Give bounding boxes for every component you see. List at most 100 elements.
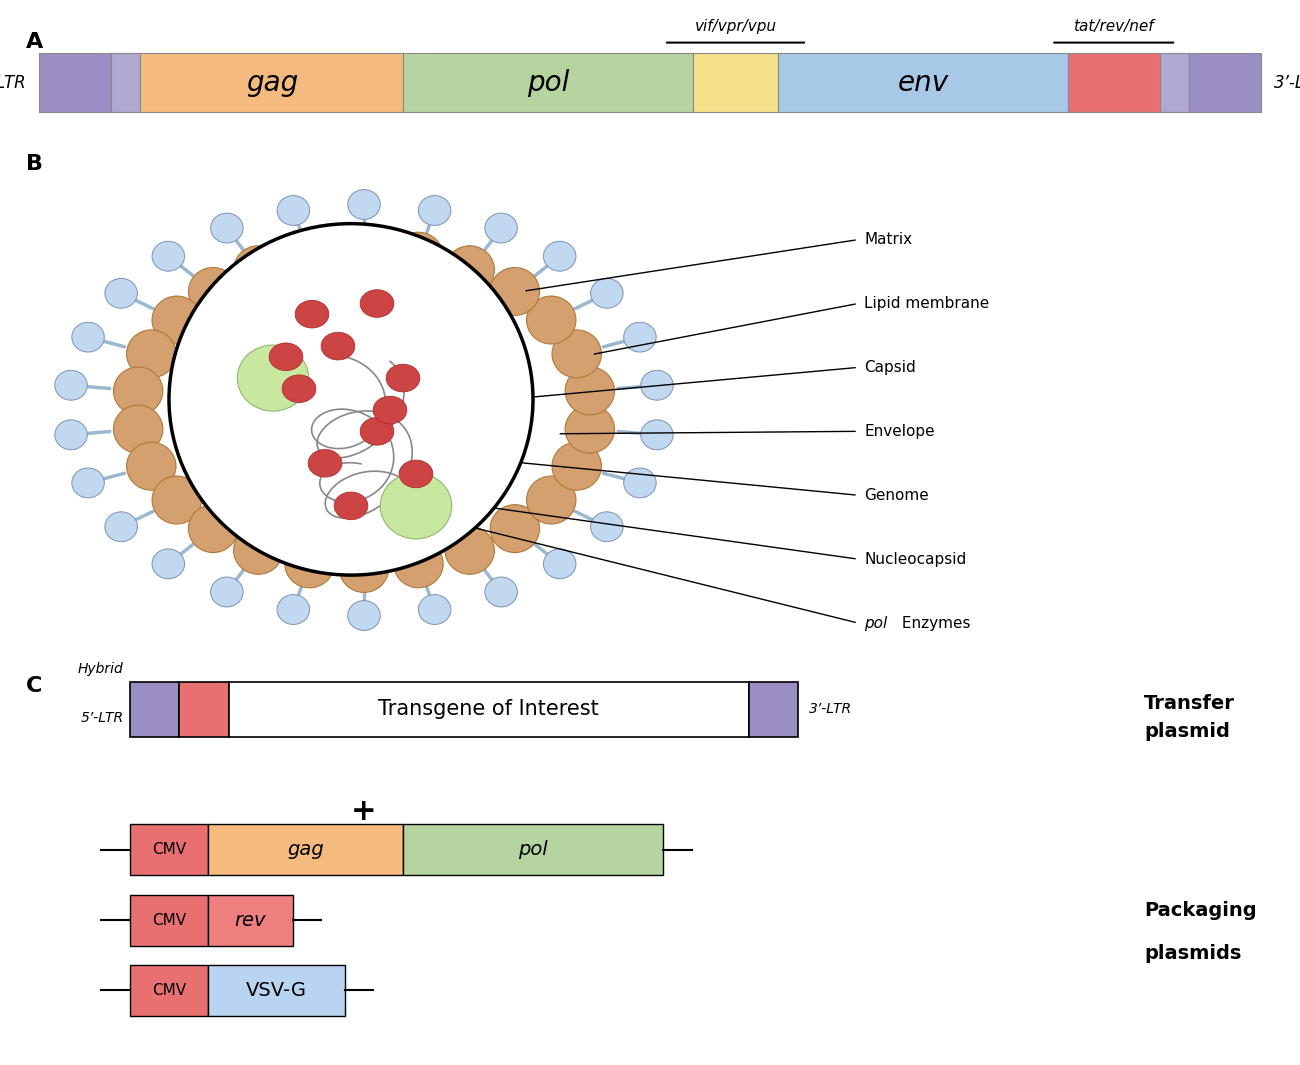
Circle shape bbox=[321, 332, 355, 360]
Ellipse shape bbox=[285, 540, 334, 588]
Ellipse shape bbox=[445, 246, 494, 294]
Text: gag: gag bbox=[287, 840, 324, 859]
Ellipse shape bbox=[552, 442, 602, 490]
Text: 3’-LTR: 3’-LTR bbox=[809, 702, 852, 717]
Ellipse shape bbox=[188, 505, 238, 553]
Ellipse shape bbox=[543, 548, 576, 578]
Text: Matrix: Matrix bbox=[864, 232, 913, 247]
Text: 5’-LTR: 5’-LTR bbox=[0, 73, 26, 92]
FancyBboxPatch shape bbox=[130, 895, 208, 946]
Text: Hybrid: Hybrid bbox=[78, 662, 124, 676]
FancyBboxPatch shape bbox=[39, 53, 112, 112]
FancyBboxPatch shape bbox=[403, 824, 663, 875]
FancyBboxPatch shape bbox=[693, 53, 779, 112]
Ellipse shape bbox=[211, 577, 243, 607]
Ellipse shape bbox=[552, 330, 602, 378]
Ellipse shape bbox=[590, 278, 623, 308]
Ellipse shape bbox=[152, 548, 185, 578]
Text: 5’-LTR: 5’-LTR bbox=[81, 710, 124, 724]
Ellipse shape bbox=[188, 267, 238, 315]
Ellipse shape bbox=[277, 196, 309, 226]
Text: gag: gag bbox=[246, 68, 298, 97]
Ellipse shape bbox=[380, 473, 452, 539]
Text: pol: pol bbox=[526, 68, 569, 97]
Circle shape bbox=[360, 417, 394, 445]
FancyBboxPatch shape bbox=[130, 682, 179, 737]
FancyBboxPatch shape bbox=[179, 682, 229, 737]
Ellipse shape bbox=[105, 512, 138, 542]
Text: tat/rev/nef: tat/rev/nef bbox=[1074, 19, 1154, 34]
Ellipse shape bbox=[445, 526, 494, 574]
Ellipse shape bbox=[72, 468, 104, 497]
FancyBboxPatch shape bbox=[779, 53, 1067, 112]
Ellipse shape bbox=[347, 190, 380, 219]
Ellipse shape bbox=[526, 476, 576, 524]
Circle shape bbox=[282, 375, 316, 403]
Ellipse shape bbox=[348, 601, 381, 630]
Text: vif/vpr/vpu: vif/vpr/vpu bbox=[694, 19, 776, 34]
Ellipse shape bbox=[55, 371, 87, 400]
Ellipse shape bbox=[72, 323, 104, 353]
Text: A: A bbox=[26, 32, 43, 52]
Circle shape bbox=[295, 300, 329, 328]
FancyBboxPatch shape bbox=[208, 824, 403, 875]
Ellipse shape bbox=[419, 594, 451, 624]
Text: pol: pol bbox=[864, 616, 888, 630]
Text: pol: pol bbox=[519, 840, 547, 859]
Ellipse shape bbox=[234, 246, 283, 294]
Ellipse shape bbox=[641, 371, 673, 400]
Text: rev: rev bbox=[234, 911, 266, 930]
Text: env: env bbox=[897, 68, 949, 97]
Text: Envelope: Envelope bbox=[864, 424, 935, 439]
Ellipse shape bbox=[624, 323, 656, 353]
Ellipse shape bbox=[126, 442, 176, 490]
Text: Capsid: Capsid bbox=[864, 360, 916, 375]
Circle shape bbox=[308, 449, 342, 477]
Ellipse shape bbox=[277, 594, 309, 624]
Ellipse shape bbox=[126, 330, 176, 378]
Text: Genome: Genome bbox=[864, 488, 929, 503]
Text: Transgene of Interest: Transgene of Interest bbox=[378, 700, 599, 719]
Text: plasmid: plasmid bbox=[1144, 722, 1230, 741]
Ellipse shape bbox=[113, 405, 162, 453]
Ellipse shape bbox=[526, 296, 576, 344]
Text: B: B bbox=[26, 154, 43, 175]
Text: plasmids: plasmids bbox=[1144, 944, 1242, 963]
Circle shape bbox=[399, 460, 433, 488]
Text: VSV-G: VSV-G bbox=[246, 981, 307, 1000]
Ellipse shape bbox=[152, 296, 202, 344]
FancyBboxPatch shape bbox=[208, 895, 292, 946]
FancyBboxPatch shape bbox=[1067, 53, 1160, 112]
Ellipse shape bbox=[105, 278, 138, 308]
Text: CMV: CMV bbox=[152, 913, 186, 928]
FancyBboxPatch shape bbox=[208, 965, 344, 1016]
Text: Nucleocapsid: Nucleocapsid bbox=[864, 552, 967, 567]
Text: Enzymes: Enzymes bbox=[897, 616, 971, 630]
Ellipse shape bbox=[234, 526, 283, 574]
Text: Lipid membrane: Lipid membrane bbox=[864, 296, 989, 311]
Circle shape bbox=[373, 396, 407, 424]
Ellipse shape bbox=[543, 242, 576, 272]
Ellipse shape bbox=[113, 367, 162, 415]
Ellipse shape bbox=[285, 232, 334, 280]
FancyBboxPatch shape bbox=[112, 53, 140, 112]
Ellipse shape bbox=[490, 505, 540, 553]
FancyBboxPatch shape bbox=[749, 682, 798, 737]
Circle shape bbox=[386, 364, 420, 392]
Text: 3’-LTR: 3’-LTR bbox=[1274, 73, 1300, 92]
Circle shape bbox=[360, 290, 394, 317]
Text: C: C bbox=[26, 676, 43, 697]
Text: CMV: CMV bbox=[152, 842, 186, 857]
Circle shape bbox=[269, 343, 303, 371]
Ellipse shape bbox=[394, 540, 443, 588]
Ellipse shape bbox=[55, 420, 87, 449]
Ellipse shape bbox=[485, 213, 517, 243]
Ellipse shape bbox=[490, 267, 540, 315]
Ellipse shape bbox=[394, 232, 443, 280]
Ellipse shape bbox=[211, 213, 243, 243]
Circle shape bbox=[334, 492, 368, 520]
Ellipse shape bbox=[485, 577, 517, 607]
Ellipse shape bbox=[237, 345, 309, 411]
Text: CMV: CMV bbox=[152, 983, 186, 998]
Text: Packaging: Packaging bbox=[1144, 901, 1257, 920]
